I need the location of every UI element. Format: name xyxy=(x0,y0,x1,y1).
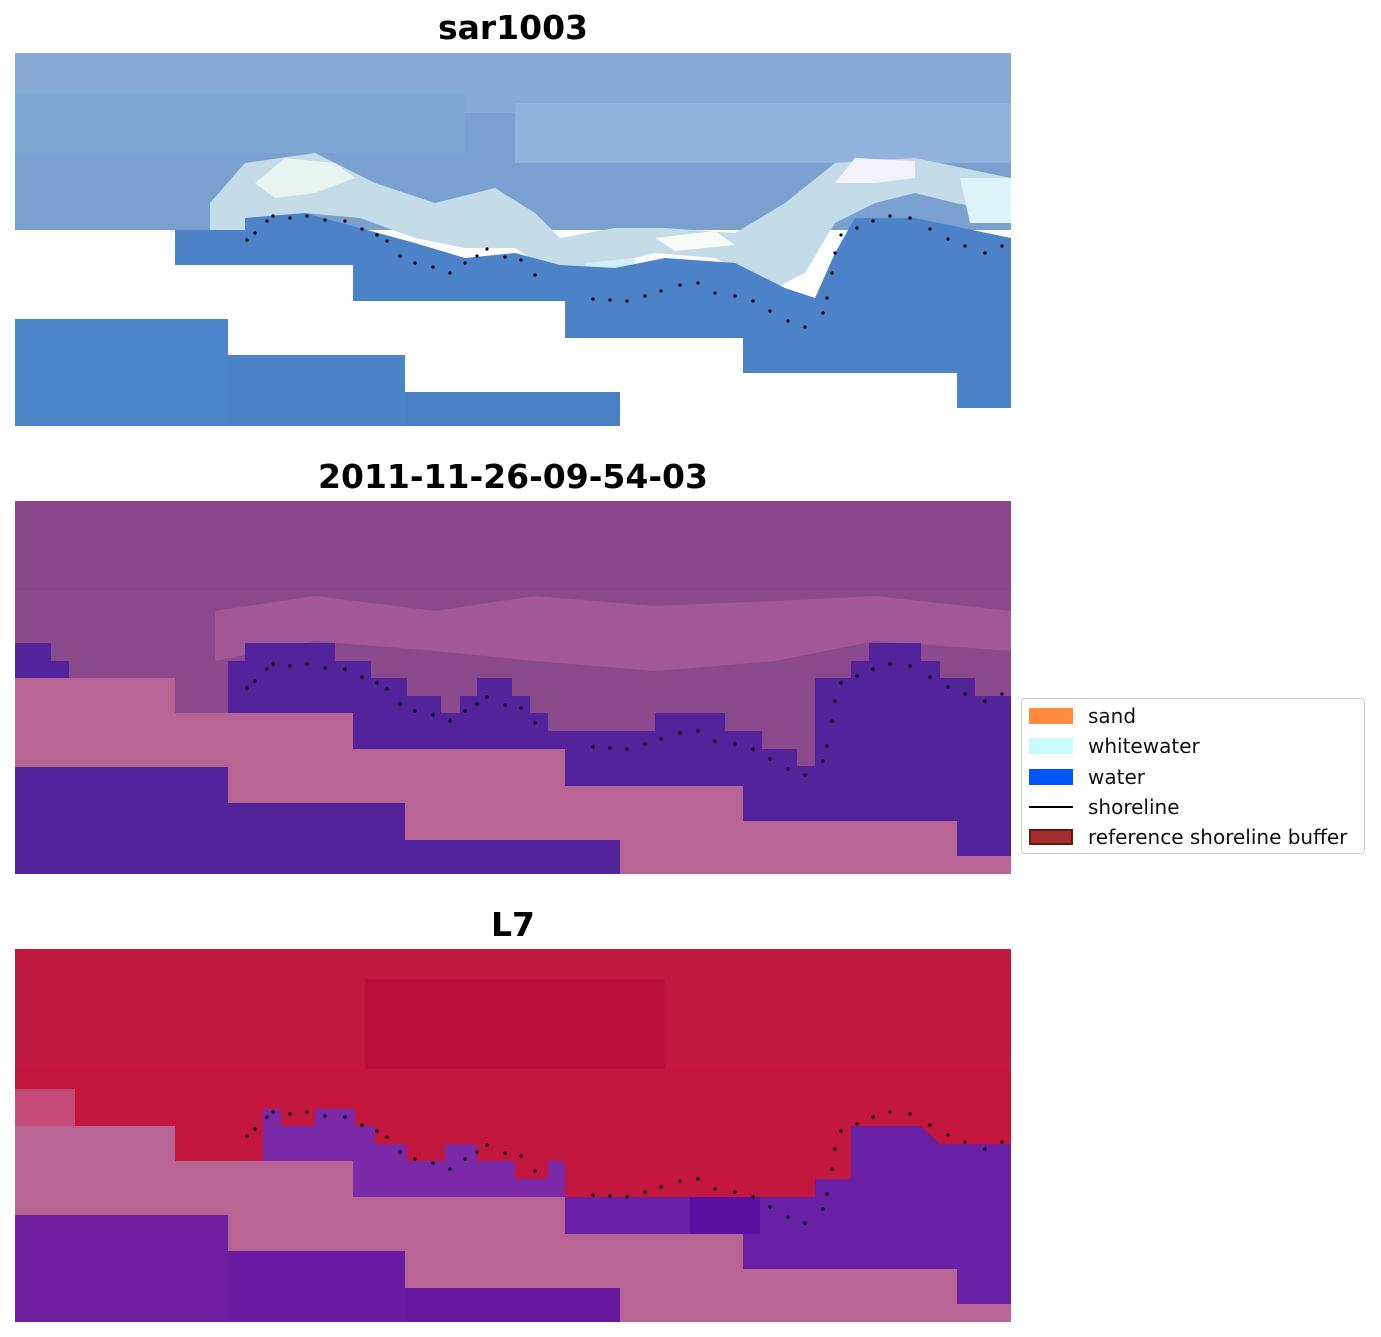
legend-label: reference shoreline buffer xyxy=(1088,825,1348,849)
whitewater-swatch xyxy=(1029,738,1073,754)
legend-label: shoreline xyxy=(1088,795,1180,819)
shoreline-line-swatch xyxy=(1029,806,1073,808)
legend-label: sand xyxy=(1088,704,1137,728)
legend-label: whitewater xyxy=(1088,734,1200,758)
legend: sand whitewater water shoreline referenc… xyxy=(1021,698,1365,854)
water-swatch xyxy=(1029,769,1073,785)
panel-title-3: L7 xyxy=(491,905,535,944)
legend-label: water xyxy=(1088,765,1145,789)
image-panel-false-color xyxy=(15,501,1011,874)
reference-buffer-swatch xyxy=(1029,829,1073,845)
legend-item-water: water xyxy=(1029,765,1145,789)
legend-item-reference-buffer: reference shoreline buffer xyxy=(1029,825,1348,849)
legend-item-shoreline: shoreline xyxy=(1029,795,1180,819)
legend-item-whitewater: whitewater xyxy=(1029,734,1200,758)
legend-item-sand: sand xyxy=(1029,704,1137,728)
image-panel-rgb xyxy=(15,53,1011,426)
panel-title-2: 2011-11-26-09-54-03 xyxy=(318,457,708,496)
sand-swatch xyxy=(1029,708,1073,724)
panel-title-1: sar1003 xyxy=(437,8,589,47)
image-panel-index xyxy=(15,949,1011,1322)
